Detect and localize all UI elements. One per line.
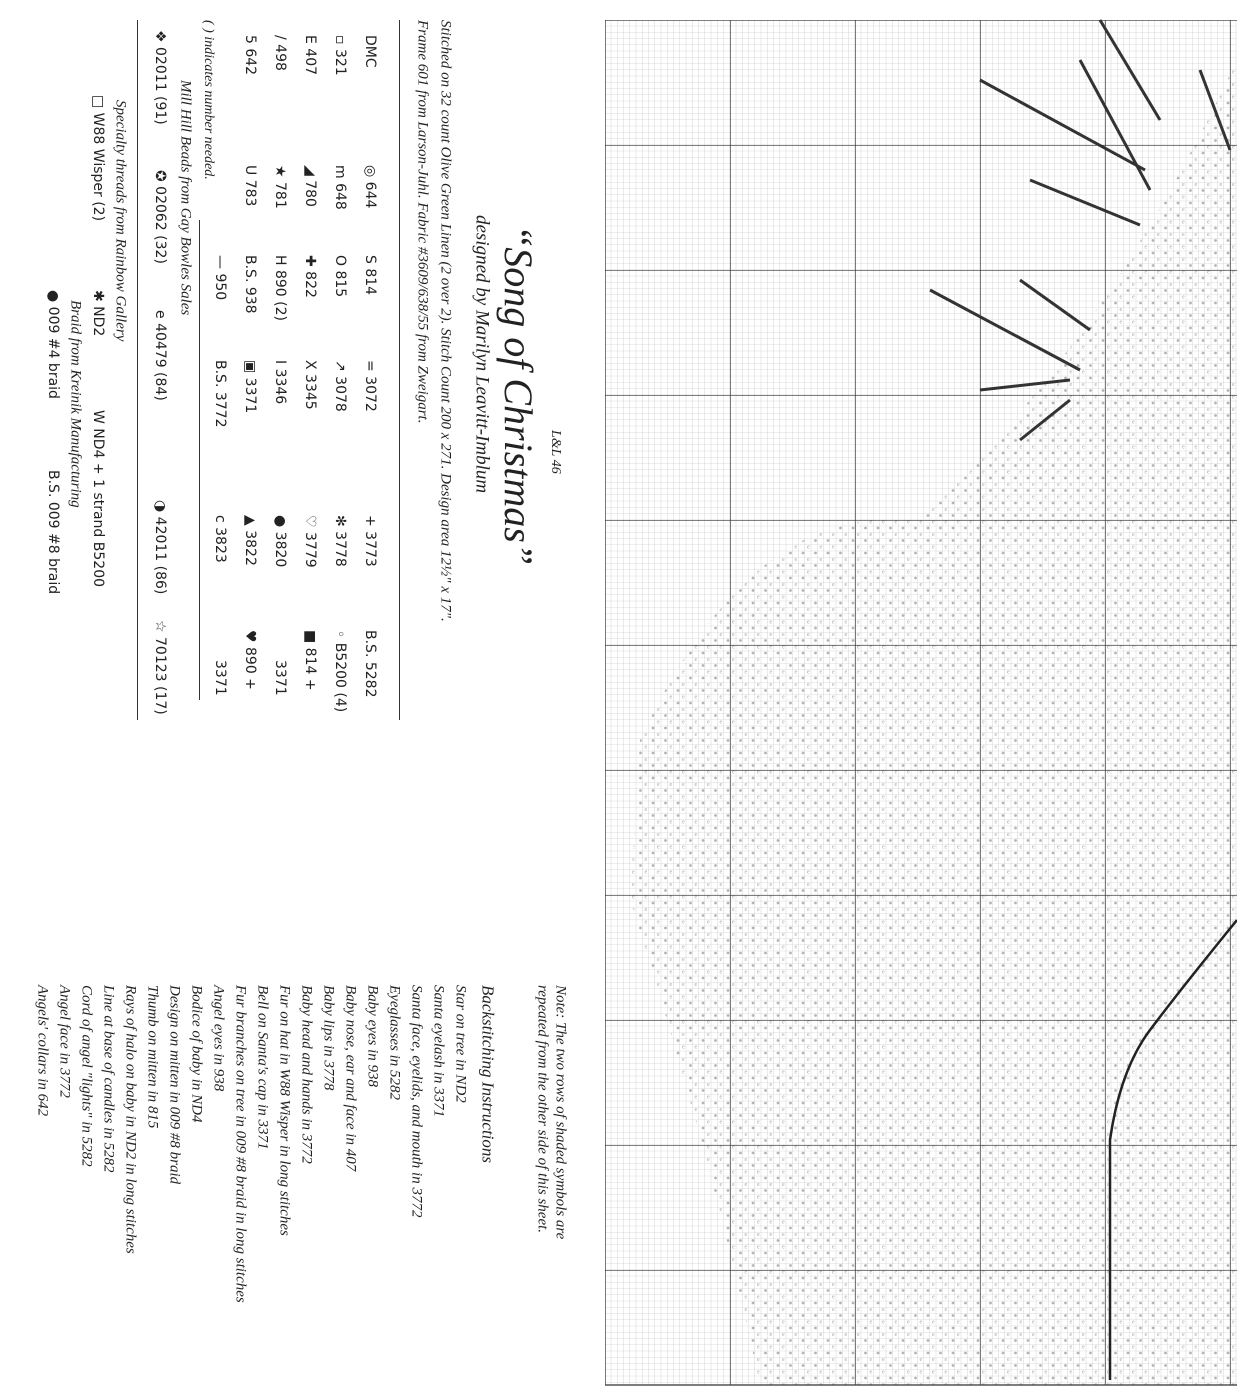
backstitch-item: Baby head and hands in 3772	[298, 985, 315, 1164]
braid-entry: B.S. 009 #8 braid	[45, 470, 61, 595]
key-entry: U 783	[242, 165, 258, 207]
key-entry: ◎ 644	[362, 165, 378, 209]
key-entry: B.S. 938	[242, 255, 258, 314]
key-entry: DMC	[362, 35, 378, 68]
key-entry: I 3346	[272, 360, 288, 405]
key-entry: ★ 781	[272, 165, 288, 209]
thread-entry: □ W88 Wisper (2)	[90, 95, 106, 222]
key-entry: ◦ B5200 (4)	[332, 630, 348, 713]
key-entry: ■ 814 +	[302, 630, 318, 691]
backstitch-item: Bell on Santa's cap in 3371	[254, 985, 271, 1150]
key-entry: 3371	[212, 660, 228, 696]
title: “Song of Christmas”	[496, 225, 541, 566]
backstitch-item: Line at base of candles in 5282	[100, 985, 117, 1173]
chart-grid: e	[605, 19, 1237, 1386]
key-entry: 3371	[272, 660, 288, 696]
backstitch-item: Fur on hat in W88 Wisper in long stitche…	[276, 985, 293, 1236]
key-entry: 5 642	[242, 35, 258, 76]
key-entry: ● 3820	[272, 515, 288, 568]
key-entry: c 3823	[212, 515, 228, 563]
note-line: repeated from the other side of this she…	[534, 985, 551, 1234]
key-entry: S 814	[362, 255, 378, 296]
key-entry: / 498	[272, 35, 288, 71]
backstitch-item: Eyeglasses in 5282	[386, 985, 403, 1100]
backstitch-item: Baby eyes in 938	[364, 985, 381, 1088]
backstitch-item: Santa face, eyelids, and mouth in 3772	[408, 985, 425, 1218]
key-entry: ▲ 3822	[242, 515, 258, 566]
key-entry: ▣ 3371	[242, 360, 258, 414]
bead-entry: ☆ 70123 (17)	[152, 620, 168, 715]
key-entry: = 3072	[362, 360, 378, 412]
key-entry: H 890 (2)	[272, 255, 288, 321]
thread-entry: ✱ ND2	[90, 290, 106, 337]
backstitch-item: Thumb on mitten in 815	[144, 985, 161, 1129]
backstitch-item: Rays of halo on baby in ND2 in long stit…	[122, 985, 139, 1254]
thread-entry: W ND4 + 1 strand B5200	[90, 410, 106, 588]
backstitch-item: Design on mitten in 009 #8 braid	[166, 985, 183, 1185]
backstitch-item: Fur branches on tree in 009 #8 braid in …	[232, 985, 249, 1303]
key-entry: + 3773	[362, 515, 378, 567]
backstitch-item: Angels' collars in 642	[34, 985, 51, 1117]
backstitch-line	[1108, 919, 1237, 1380]
backstitch-item: Santa eyelash in 3371	[430, 985, 447, 1118]
braid-heading: Braid from Kreinik Manufacturing	[67, 300, 84, 508]
key-entry: — 950	[212, 255, 228, 301]
key-entry: X 3345	[302, 360, 318, 410]
backstitch-item: Angel eyes in 938	[210, 985, 227, 1092]
key-note: ( ) indicates number needed.	[201, 20, 216, 180]
rays	[929, 19, 1232, 442]
key-entry: ✻ 3778	[332, 515, 348, 567]
bead-entry: ◑ 42011 (86)	[152, 500, 168, 595]
key-panel: L&L 46 “Song of Christmas” designed by M…	[0, 0, 600, 1390]
backstitch-item: Baby nose, ear and face in 407	[342, 985, 359, 1172]
designer: designed by Marilyn Leavitt-Imblum	[471, 215, 493, 494]
rule	[137, 20, 138, 720]
note-line: Note: The two rows of shaded symbols are	[552, 985, 569, 1240]
key-entry: ◢ 780	[302, 165, 318, 207]
key-entry: ✚ 822	[302, 255, 318, 298]
key-entry: ♡ 3779	[302, 515, 318, 568]
specialty-heading: Specialty threads from Rainbow Gallery	[112, 100, 129, 342]
bead-entry: ❖ 02011 (91)	[152, 30, 168, 125]
bead-entry: ✪ 02062 (32)	[152, 170, 168, 264]
rule	[399, 20, 400, 720]
fabric-line: Stitched on 32 count Olive Green Linen (…	[437, 20, 454, 622]
key-entry: E 407	[302, 35, 318, 76]
key-entry: B.S. 3772	[212, 360, 228, 428]
rule	[199, 220, 200, 700]
backstitch-item: Bodice of baby in ND4	[188, 985, 205, 1123]
braid-entry: ● 009 #4 braid	[45, 290, 61, 399]
fabric-line: Frame 601 from Larson-Juhl. Fabric #3609…	[414, 20, 431, 424]
code: L&L 46	[548, 430, 563, 474]
beads-heading: Mill Hill Beads from Gay Bowles Sales	[177, 80, 194, 316]
key-entry: ↗ 3078	[332, 360, 348, 412]
key-entry: ♥ 890 +	[242, 630, 258, 690]
backstitch-item: Star on tree in ND2	[452, 985, 469, 1103]
backstitch-title: Backstitching Instructions	[478, 985, 498, 1164]
key-entry: ▫ 321	[332, 35, 348, 76]
backstitch-item: Angel face in 3772	[56, 985, 73, 1098]
key-entry: B.S. 5282	[362, 630, 378, 698]
backstitch-item: Baby lips in 3778	[320, 985, 337, 1091]
key-entry: O 815	[332, 255, 348, 298]
backstitch-item: Cord of angel "lights" in 5282	[78, 985, 95, 1167]
key-entry: m 648	[332, 165, 348, 210]
bead-entry: e 40479 (84)	[152, 310, 168, 401]
